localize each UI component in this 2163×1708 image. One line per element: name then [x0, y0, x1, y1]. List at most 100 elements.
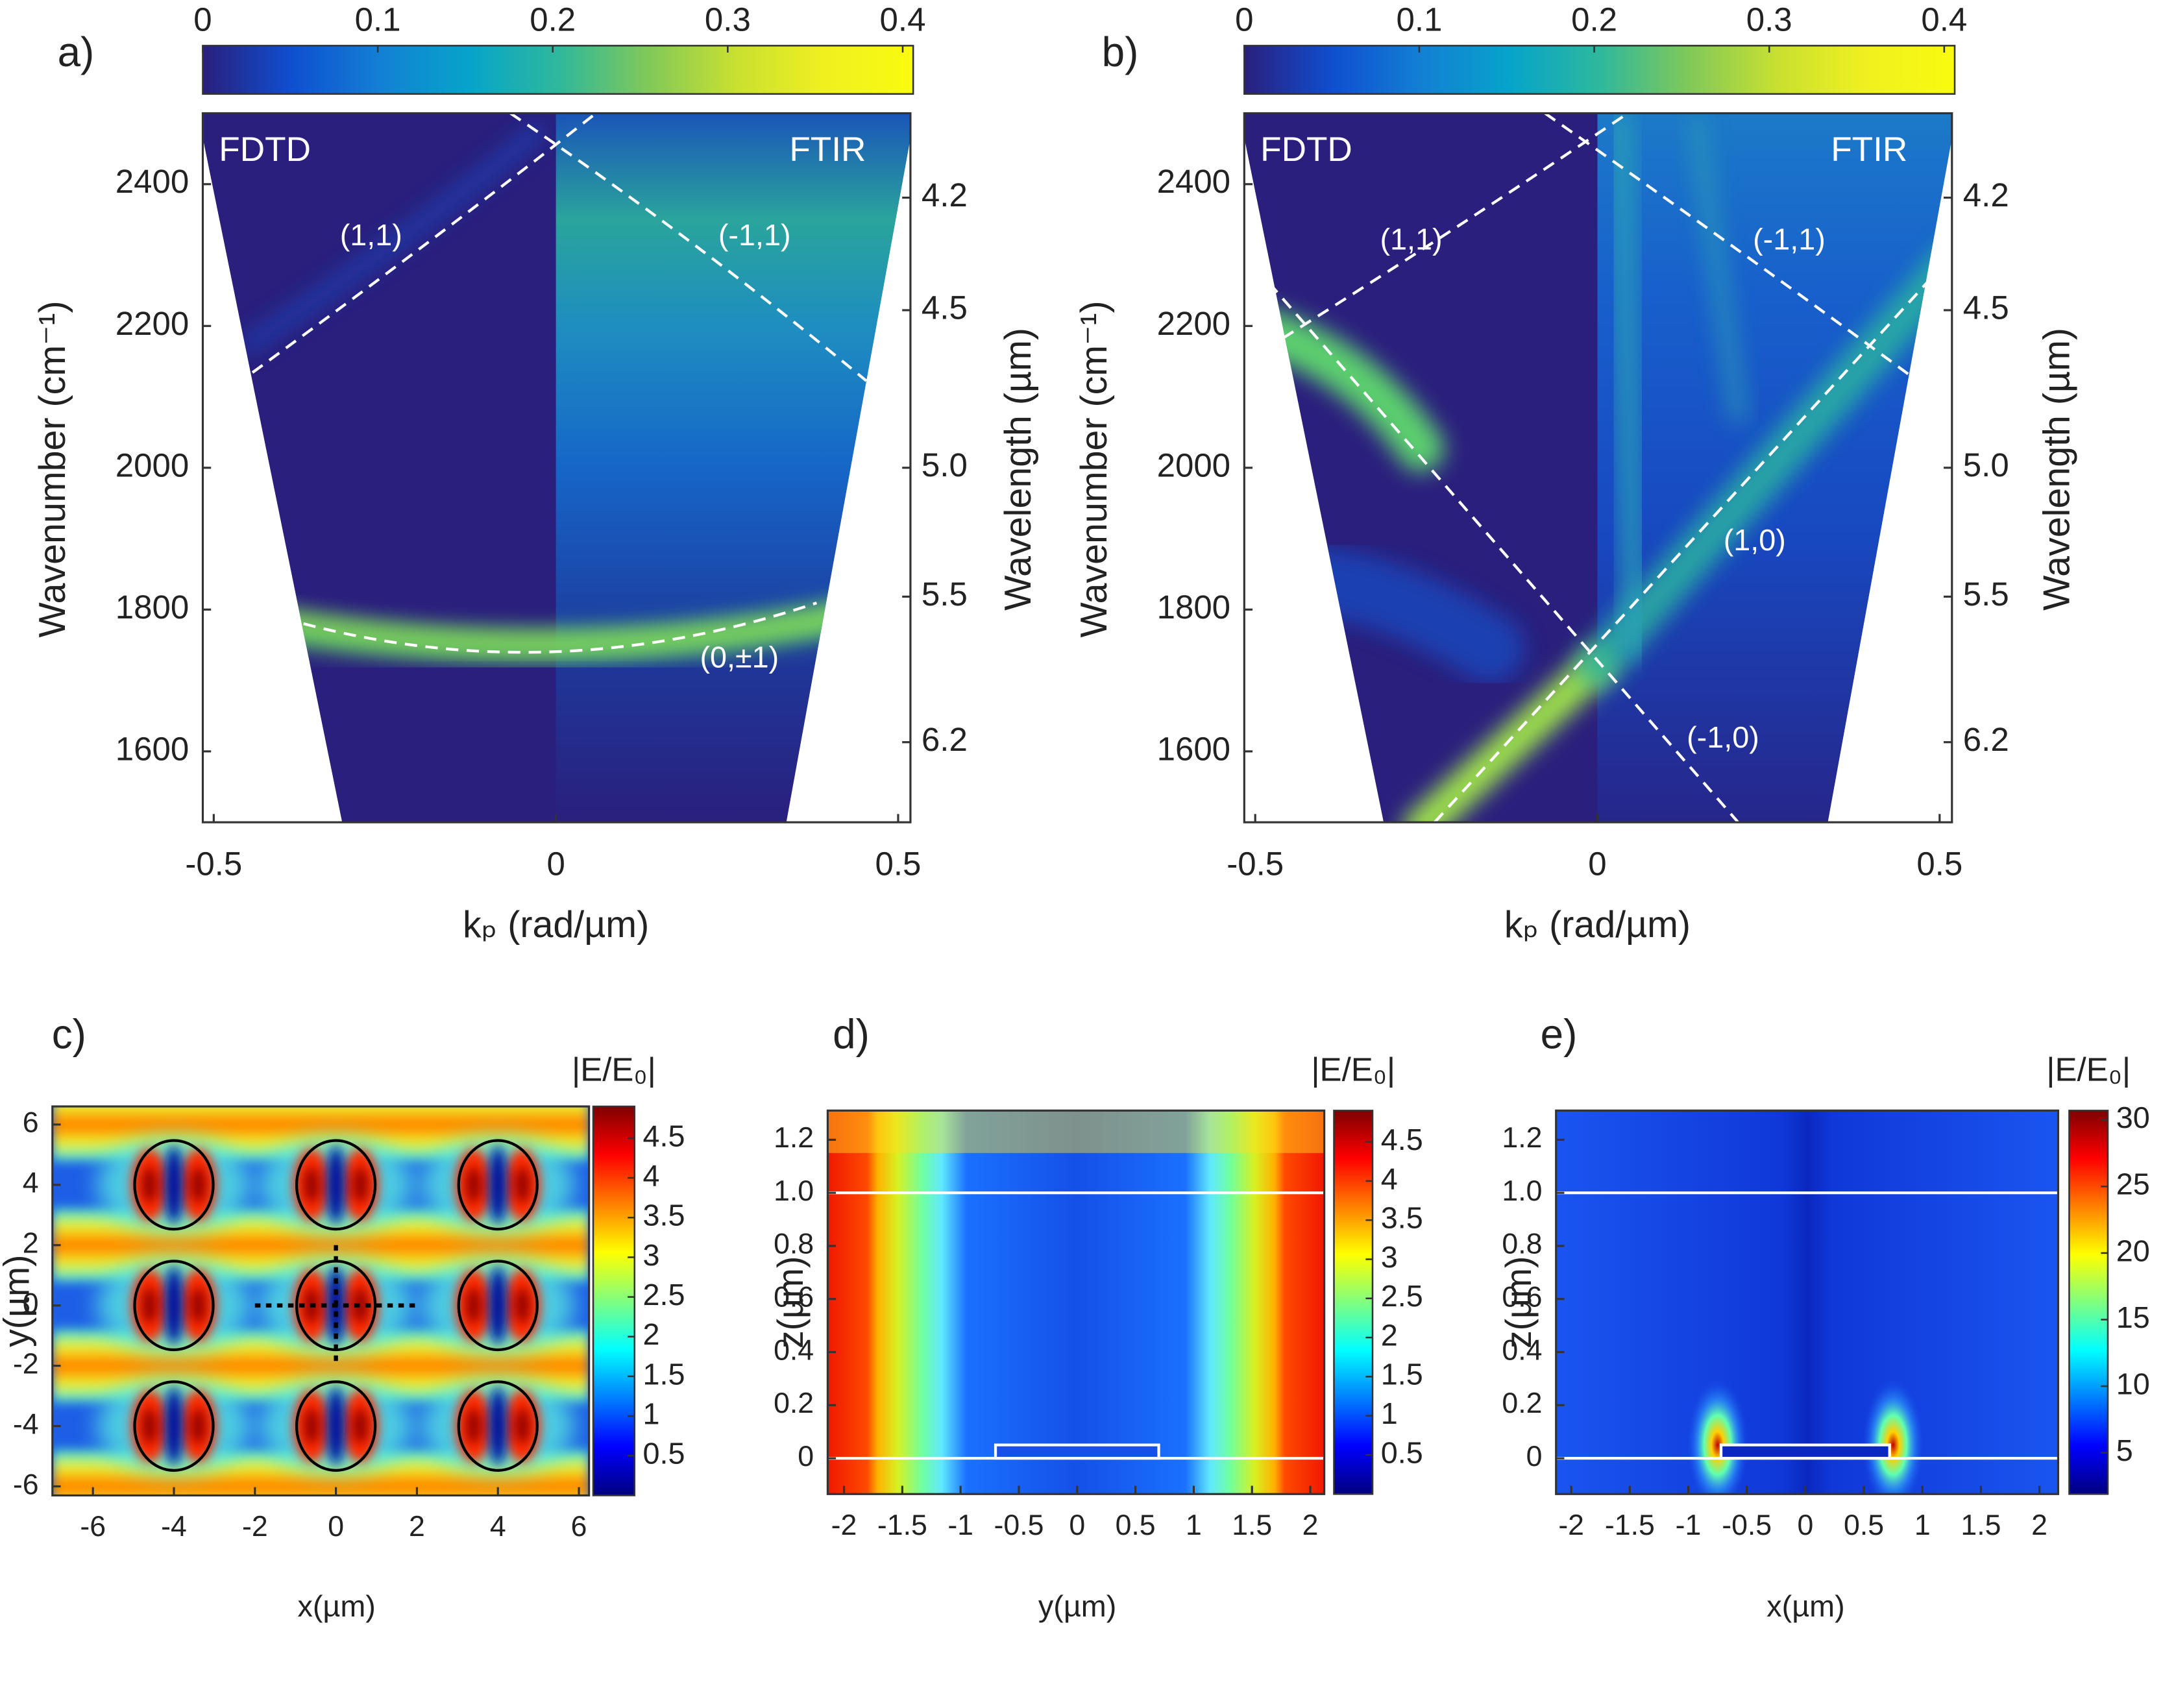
panel: a) -0.5 0 0.5 1600 1800 2000 2200 2400 4.2 4.5 5.0 5…	[32, 1, 1039, 946]
field-null	[165, 1266, 183, 1345]
colorbar	[1243, 45, 1956, 95]
y-tick-label: 4	[23, 1167, 39, 1199]
annotation: (1,1)	[340, 218, 402, 252]
x-tick-label: -0.5	[1722, 1509, 1772, 1541]
y2-tick-label: 6.2	[1963, 721, 2009, 758]
colorbar-tick-label: 0.3	[705, 1, 751, 38]
y2-tick-label: 4.2	[922, 177, 968, 214]
colorbar-tick-label: 1	[643, 1397, 660, 1430]
y2-tick-label: 5.0	[1963, 446, 2009, 483]
annotation: (0,±1)	[700, 640, 779, 674]
colorbar-tick-label: 1.5	[643, 1357, 685, 1391]
intensity-band	[239, 123, 546, 354]
field-background	[1556, 1110, 2059, 1494]
x-axis-label: x(µm)	[1766, 1589, 1844, 1623]
colorbar-tick-label: 2.5	[643, 1278, 685, 1312]
field-core	[466, 1166, 482, 1203]
y2-axis-label: Wavelength (µm)	[997, 328, 1039, 611]
y2-tick-label: 4.5	[922, 289, 968, 326]
colorbar-tick-label: 1.5	[1381, 1358, 1423, 1391]
y-tick-label: 1800	[116, 589, 189, 626]
plot-frame	[1555, 1109, 2060, 1495]
panel-label: d)	[833, 1011, 870, 1058]
field-null	[165, 1145, 183, 1225]
colorbar-tick-label: 20	[2116, 1234, 2150, 1267]
field-core	[191, 1287, 206, 1324]
field-top	[827, 1110, 1325, 1153]
field-core	[466, 1287, 482, 1324]
y-tick-label: 0.8	[774, 1228, 814, 1260]
field-core	[515, 1287, 530, 1324]
x-tick-label: 1.5	[1232, 1509, 1272, 1541]
antenna-outline	[1719, 1443, 1891, 1460]
x-tick-label: -0.5	[185, 846, 242, 883]
colorbar-tick-label: 0.3	[1746, 1, 1792, 38]
x-tick-label: 4	[490, 1511, 506, 1543]
field-background	[827, 1110, 1325, 1494]
field-hotspot	[1863, 1378, 1924, 1494]
disk-outline	[295, 1139, 377, 1231]
annotation: (1,1)	[1380, 223, 1442, 256]
x-axis-label: y(µm)	[1038, 1589, 1116, 1623]
x-axis-label: x(µm)	[297, 1589, 375, 1623]
y2-tick-label: 4.2	[1963, 177, 2009, 214]
heatmap-image	[202, 113, 910, 823]
x-tick-label: -1.5	[1605, 1509, 1655, 1541]
colorbar-tick-label: 2.5	[1381, 1279, 1423, 1313]
heatmap-image	[1244, 113, 1952, 823]
y-tick-label: 0.8	[1502, 1228, 1542, 1260]
x-tick-label: 0	[1588, 846, 1606, 883]
mode-dashed-line	[1544, 112, 1918, 382]
x-tick-label: 2	[409, 1511, 425, 1543]
colorbar-tick-label: 0.1	[1397, 1, 1443, 38]
y-tick-label: 2200	[116, 305, 189, 342]
disk-outline	[133, 1260, 215, 1352]
x-tick-label: 0	[546, 846, 565, 883]
intensity-band	[1402, 647, 1616, 823]
heatmap-image	[827, 1110, 1325, 1494]
y2-tick-label: 6.2	[922, 721, 968, 758]
x-tick-label: 1	[1186, 1509, 1202, 1541]
colorbar-tick-label: 2	[643, 1317, 660, 1351]
field-hotspot	[1687, 1378, 1748, 1494]
y-tick-label: 2400	[116, 163, 189, 200]
colorbar-tick-label: 0.2	[530, 1, 576, 38]
colorbar	[592, 1105, 636, 1496]
x-tick-label: 0.5	[1916, 846, 1962, 883]
y-tick-label: -2	[13, 1348, 39, 1380]
mode-dashed-line	[251, 112, 597, 374]
y-tick-label: 2	[23, 1228, 39, 1260]
colorbar	[202, 45, 914, 95]
field-core	[142, 1287, 157, 1324]
y-tick-label: 1600	[1157, 730, 1230, 767]
x-tick-label: 0	[328, 1511, 344, 1543]
y-tick-label: 1.2	[774, 1122, 814, 1154]
colorbar-tick-label: 2	[1381, 1318, 1398, 1352]
colorbar-tick-label: 3	[643, 1238, 660, 1272]
field-core	[304, 1166, 319, 1203]
annotation: (1,0)	[1724, 523, 1786, 557]
annotation: FTIR	[789, 130, 866, 169]
x-tick-label: -2	[1558, 1509, 1584, 1541]
y-tick-label: 1.0	[1502, 1175, 1542, 1207]
mode-dashed-line	[1267, 282, 1739, 824]
x-tick-label: 2	[2031, 1509, 2047, 1541]
field-null	[489, 1387, 507, 1465]
colorbar-tick-label: 1	[1381, 1397, 1398, 1430]
disk-outline	[133, 1139, 215, 1231]
colorbar-tick-label: 5	[2116, 1434, 2133, 1467]
field-core	[142, 1166, 157, 1203]
y-tick-label: 0	[1526, 1441, 1543, 1472]
panel-label: c)	[52, 1011, 86, 1058]
panel: b) -0.5 0 0.5 1600 1800 2000 2200 2400 4.2 4.5 5.0 5…	[1073, 1, 2078, 946]
x-tick-label: 1	[1914, 1509, 1931, 1541]
intensity-band	[1576, 241, 1952, 686]
colorbar-tick-label: 4.5	[1381, 1123, 1423, 1156]
plot-frame	[826, 1109, 1326, 1495]
colorbar-tick-label: 0.5	[1381, 1435, 1423, 1469]
y-tick-label: 0.2	[774, 1387, 814, 1419]
colorbar-label: |E/E₀|	[1311, 1051, 1395, 1088]
intensity-band	[270, 602, 888, 649]
